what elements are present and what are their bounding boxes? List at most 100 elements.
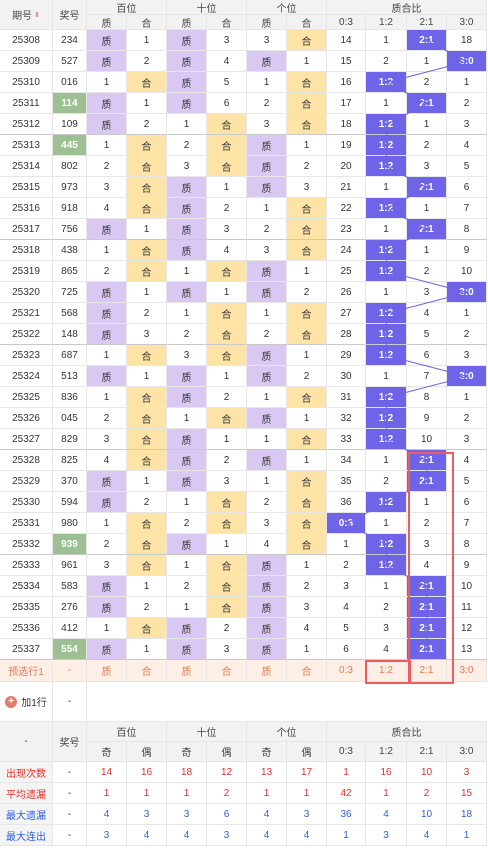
preview-cell[interactable]: 合 <box>207 660 247 682</box>
prize-number-cell: 527 <box>53 51 87 72</box>
add-row-button[interactable]: + 加1行 <box>0 682 53 722</box>
prime-marker: 质 <box>167 618 207 639</box>
count-cell: 6 <box>447 492 487 513</box>
header-period[interactable]: 期号 ⇕ <box>0 0 53 30</box>
count-cell: 8 <box>447 534 487 555</box>
period-cell: 25310 <box>0 72 53 93</box>
footer-odd: 奇 <box>87 742 127 762</box>
prime-marker: 质 <box>167 282 207 303</box>
footer-ratio: 质合比 <box>327 722 487 742</box>
prime-marker: 质 <box>167 30 207 51</box>
prize-number-cell: 687 <box>53 345 87 366</box>
count-cell: 5 <box>407 324 447 345</box>
count-cell: 2 <box>207 618 247 639</box>
prime-marker: 质 <box>87 639 127 660</box>
prize-number-cell: 836 <box>53 387 87 408</box>
ratio-marker: 3:0 <box>447 51 487 72</box>
stat-prize: - <box>53 783 87 804</box>
count-cell: 28 <box>327 324 366 345</box>
count-cell: 2 <box>247 93 287 114</box>
count-cell: 34 <box>327 450 366 471</box>
prize-number-cell: 016 <box>53 72 87 93</box>
stat-value: 1 <box>447 825 487 846</box>
count-cell: 1 <box>407 240 447 261</box>
preview-cell[interactable]: 质 <box>87 660 127 682</box>
count-cell: 1 <box>87 240 127 261</box>
prize-number-cell: 568 <box>53 303 87 324</box>
count-cell: 10 <box>447 261 487 282</box>
count-cell: 2 <box>167 513 207 534</box>
prize-number-cell: 865 <box>53 261 87 282</box>
count-cell: 7 <box>407 366 447 387</box>
composite-marker: 合 <box>127 429 167 450</box>
preview-cell[interactable]: 合 <box>287 660 327 682</box>
sort-icon[interactable]: ⇕ <box>34 11 40 19</box>
stat-value: 1 <box>327 762 366 783</box>
count-cell: 3 <box>167 345 207 366</box>
stat-value: 36 <box>327 804 366 825</box>
ratio-marker: 2:1 <box>407 597 447 618</box>
composite-marker: 合 <box>287 492 327 513</box>
composite-marker: 合 <box>287 534 327 555</box>
ratio-marker: 1:2 <box>366 555 407 576</box>
count-cell: 2 <box>127 114 167 135</box>
composite-marker: 合 <box>287 72 327 93</box>
period-cell: 25329 <box>0 471 53 492</box>
preview-cell[interactable]: 2:1 <box>407 660 447 682</box>
header-composite: 合 <box>207 15 247 30</box>
header-ratio-col: 3:0 <box>447 15 487 30</box>
count-cell: 2 <box>407 261 447 282</box>
stat-value: 4 <box>407 825 447 846</box>
count-cell: 1 <box>207 282 247 303</box>
stat-value: 1 <box>366 783 407 804</box>
count-cell: 1 <box>407 51 447 72</box>
composite-marker: 合 <box>287 198 327 219</box>
stat-label: 最大连出 <box>0 825 53 846</box>
count-cell: 27 <box>327 303 366 324</box>
composite-marker: 合 <box>207 408 247 429</box>
count-cell: 3 <box>447 114 487 135</box>
prime-marker: 质 <box>167 387 207 408</box>
preview-cell[interactable]: 3:0 <box>447 660 487 682</box>
composite-marker: 合 <box>287 429 327 450</box>
prize-number-cell: 276 <box>53 597 87 618</box>
preview-cell[interactable]: 合 <box>127 660 167 682</box>
composite-marker: 合 <box>207 261 247 282</box>
count-cell: 1 <box>207 534 247 555</box>
count-cell: 3 <box>247 240 287 261</box>
period-cell: 25325 <box>0 387 53 408</box>
prize-number-cell: 725 <box>53 282 87 303</box>
period-cell: 25317 <box>0 219 53 240</box>
count-cell: 4 <box>207 51 247 72</box>
count-cell: 1 <box>407 114 447 135</box>
footer-odd: 奇 <box>247 742 287 762</box>
count-cell: 1 <box>167 492 207 513</box>
count-cell: 4 <box>87 198 127 219</box>
count-cell: 1 <box>87 72 127 93</box>
prime-marker: 质 <box>167 219 207 240</box>
stat-value: 1 <box>167 783 207 804</box>
prime-marker: 质 <box>247 177 287 198</box>
count-cell: 1 <box>207 366 247 387</box>
count-cell: 4 <box>327 597 366 618</box>
count-cell: 1 <box>366 450 407 471</box>
preview-cell[interactable]: 质 <box>167 660 207 682</box>
preview-cell[interactable]: 0:3 <box>327 660 366 682</box>
preview-cell[interactable]: 质 <box>247 660 287 682</box>
count-cell: 5 <box>447 156 487 177</box>
ratio-marker: 1:2 <box>366 198 407 219</box>
count-cell: 3 <box>287 177 327 198</box>
ratio-marker: 1:2 <box>366 261 407 282</box>
preview-row-label[interactable]: 预选行1 <box>0 660 53 682</box>
count-cell: 1 <box>407 198 447 219</box>
ratio-marker: 1:2 <box>366 387 407 408</box>
stat-value: 3 <box>207 825 247 846</box>
count-cell: 3 <box>207 30 247 51</box>
composite-marker: 合 <box>127 72 167 93</box>
prize-number-cell: 961 <box>53 555 87 576</box>
count-cell: 2 <box>447 324 487 345</box>
count-cell: 2 <box>366 471 407 492</box>
preview-cell[interactable]: 1:2 <box>366 660 407 682</box>
count-cell: 2 <box>127 492 167 513</box>
period-cell: 25335 <box>0 597 53 618</box>
